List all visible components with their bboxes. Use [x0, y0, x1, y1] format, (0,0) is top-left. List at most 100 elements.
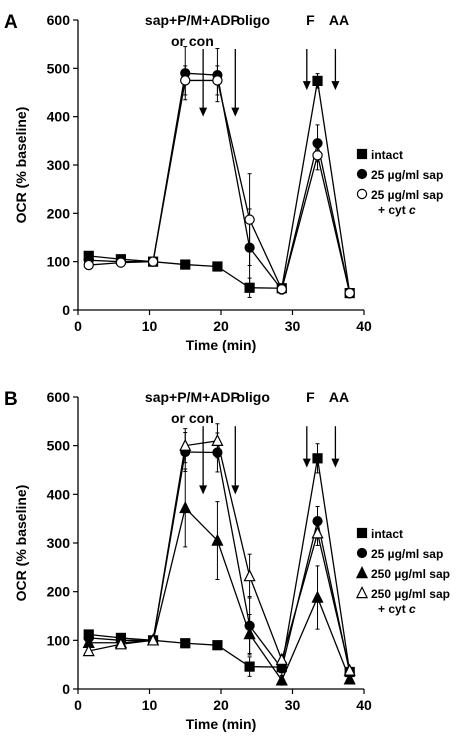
legend-label: + cyt c — [378, 203, 416, 217]
x-tick-label: 30 — [285, 697, 301, 713]
panel-label: B — [4, 389, 18, 410]
data-point — [147, 256, 159, 267]
x-tick-label: 0 — [74, 697, 82, 713]
legend-marker — [355, 566, 369, 579]
chart-panel-a: A 0 100 200 300 400 500 600 0 10 20 30 40 Time (min) O… — [4, 12, 443, 353]
annotation-label: AA — [329, 12, 349, 28]
annotation-label: oligo — [236, 389, 269, 405]
data-point — [212, 75, 223, 86]
annotation-label: sap+P/M+ADP — [145, 12, 240, 28]
x-tick-label: 30 — [285, 318, 301, 334]
data-point — [179, 501, 192, 514]
series-line — [88, 506, 351, 682]
arrow-head — [231, 107, 240, 117]
y-tick-label: 100 — [47, 632, 71, 648]
x-tick-label: 0 — [74, 318, 82, 334]
arrow-head — [331, 458, 340, 468]
y-tick-label: 400 — [47, 109, 71, 125]
data-point — [211, 533, 224, 546]
y-tick-label: 600 — [47, 389, 71, 405]
data-point — [243, 627, 256, 640]
data-point — [212, 261, 223, 272]
legend-marker — [356, 148, 368, 160]
annotation-label: AA — [329, 389, 349, 405]
y-tick-label: 500 — [47, 60, 71, 76]
y-tick-label: 500 — [47, 438, 71, 454]
arrow-head — [231, 485, 240, 495]
legend-label: + cyt c — [378, 602, 416, 616]
data-point — [343, 663, 356, 676]
legend-marker — [356, 168, 368, 180]
arrow-head — [302, 81, 311, 91]
series-250-g-ml-sap-cyt-c — [82, 423, 356, 676]
legend-label: 25 µg/ml sap — [371, 168, 443, 182]
legend-label: 25 µg/ml sap — [371, 188, 443, 202]
legend-marker — [355, 586, 369, 599]
x-tick-label: 10 — [142, 318, 158, 334]
data-point — [147, 633, 160, 646]
data-point — [83, 259, 94, 271]
x-axis-label: Time (min) — [186, 716, 257, 732]
y-tick-label: 300 — [47, 157, 71, 173]
arrow-head — [302, 458, 311, 468]
data-point — [179, 438, 192, 451]
data-point — [311, 590, 324, 603]
x-tick-label: 40 — [356, 697, 372, 713]
x-tick-label: 20 — [213, 697, 229, 713]
data-point — [344, 287, 355, 299]
panel-label: A — [4, 12, 18, 33]
data-point — [275, 673, 288, 686]
y-tick-label: 400 — [47, 486, 71, 502]
legend-marker — [356, 188, 368, 200]
legend-marker — [356, 547, 368, 559]
y-tick-label: 300 — [47, 535, 71, 551]
data-point — [244, 661, 255, 672]
arrow-head — [331, 81, 340, 91]
legend-label: 250 µg/ml sap — [371, 567, 450, 581]
annotation-label: sap+P/M+ADP — [145, 389, 240, 405]
y-tick-label: 200 — [47, 584, 71, 600]
data-point — [212, 640, 223, 651]
x-axis-label: Time (min) — [186, 337, 257, 353]
x-tick-label: 10 — [142, 697, 158, 713]
series-25-g-ml-sap-cyt-c — [83, 65, 355, 299]
data-point — [312, 150, 323, 161]
chart-panel-b: B 0 100 200 300 400 500 600 0 10 20 30 40 Time (min) O… — [4, 389, 450, 732]
legend-label: 25 µg/ml sap — [371, 547, 443, 561]
arrow-head — [199, 107, 208, 117]
series-line — [88, 451, 351, 673]
annotation-label: oligo — [236, 12, 269, 28]
series-250-g-ml-sap — [82, 468, 356, 686]
annotation-label: or con — [171, 410, 214, 426]
legend-marker — [356, 527, 368, 539]
y-axis-label: OCR (% baseline) — [13, 107, 29, 224]
legend-label-italic: c — [409, 602, 416, 616]
data-point — [276, 284, 287, 295]
annotation-label: or con — [171, 33, 214, 49]
data-point — [312, 75, 323, 87]
y-tick-label: 200 — [47, 205, 71, 221]
y-axis-label: OCR (% baseline) — [13, 485, 29, 602]
data-point — [311, 526, 324, 539]
data-point — [115, 257, 127, 268]
data-point — [343, 672, 356, 685]
arrow-head — [199, 485, 208, 495]
y-tick-label: 0 — [62, 302, 70, 318]
legend-label: 250 µg/ml sap — [371, 587, 450, 601]
legend: intact 25 µg/ml sap 250 µg/ml sap 250 µg/ml… — [355, 527, 450, 616]
data-point — [180, 638, 191, 649]
data-point — [312, 453, 323, 464]
data-point — [180, 75, 191, 86]
data-point — [275, 652, 288, 666]
data-point — [114, 637, 127, 650]
data-point — [211, 433, 224, 446]
data-point — [180, 259, 191, 270]
data-point — [243, 569, 256, 582]
x-tick-label: 40 — [356, 318, 372, 334]
y-tick-label: 0 — [62, 681, 70, 697]
annotation-label: F — [306, 12, 315, 28]
y-tick-label: 600 — [47, 12, 71, 28]
